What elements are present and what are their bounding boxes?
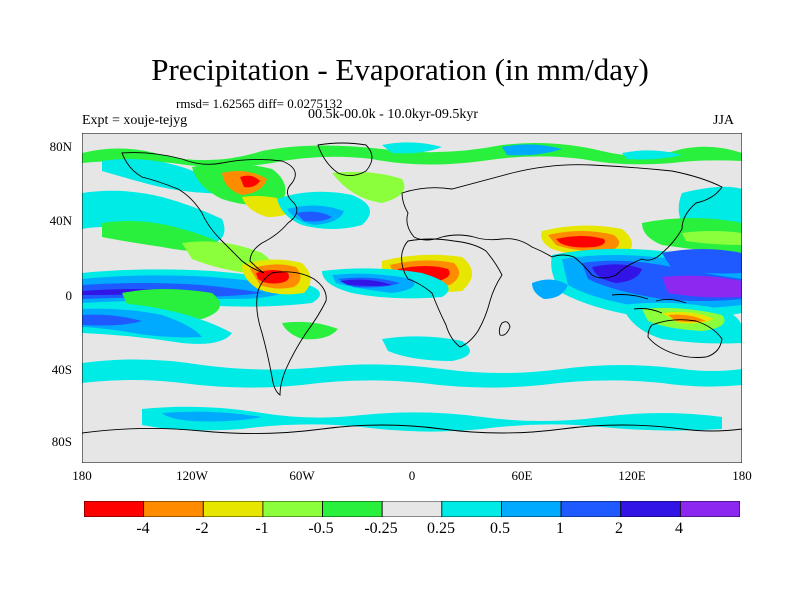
- arctic-band: [82, 142, 742, 167]
- south-pacific-convergence: [82, 302, 742, 344]
- north-america-coast: [121, 152, 298, 274]
- field-layer: [82, 142, 742, 432]
- colorbar-swatch: [501, 501, 562, 517]
- colorbar-label: -2: [195, 520, 209, 537]
- x-tick-0: 0: [408, 468, 416, 483]
- x-tick-180e: 180: [732, 468, 752, 483]
- colorbar-swatch: [679, 501, 740, 517]
- colorbar-swatch: [441, 501, 502, 517]
- chart-title: Precipitation - Evaporation (in mm/day): [151, 52, 649, 87]
- y-tick-40n: 40N: [49, 213, 72, 228]
- colorbar-label: -0.25: [364, 520, 398, 537]
- season-label: JJA: [713, 113, 735, 128]
- colorbar-label: -0.5: [308, 520, 334, 537]
- y-tick-0: 0: [65, 288, 73, 303]
- colorbar-swatch: [262, 501, 323, 517]
- coastline-layer: [82, 142, 742, 435]
- colorbar-label: 4: [675, 520, 683, 537]
- eurasia-coast: [401, 164, 723, 279]
- southern-ocean-bands: [82, 321, 742, 432]
- experiment-label: Expt = xouje-tejyg: [82, 113, 188, 128]
- x-tick-60w: 60W: [289, 468, 315, 483]
- colorbar-swatch: [560, 501, 622, 517]
- colorbar-label: 1: [556, 520, 564, 537]
- colorbar: [84, 501, 740, 517]
- indonesia-coast: [611, 294, 687, 314]
- colorbar-swatch: [381, 501, 443, 517]
- colorbar-swatch: [143, 501, 204, 517]
- x-tick-180w: 180: [72, 468, 92, 483]
- south-america-coast: [256, 271, 327, 396]
- colorbar-label: 2: [615, 520, 623, 537]
- antarctica-coast: [82, 424, 742, 435]
- stats-label: rmsd= 1.62565 diff= 0.0275132: [176, 96, 343, 111]
- colorbar-label: 0.5: [490, 520, 510, 537]
- greenland-coast: [317, 142, 373, 176]
- y-tick-40s: 40S: [51, 362, 72, 377]
- colorbar-swatch: [620, 501, 681, 517]
- x-tick-120e: 120E: [618, 468, 646, 483]
- period-label: 00.5k-00.0k - 10.0kyr-09.5kyr: [308, 107, 479, 122]
- colorbar-label: -1: [255, 520, 269, 537]
- colorbar-swatch: [322, 501, 383, 517]
- precip-evap-map: [82, 133, 742, 463]
- north-pacific-atlantic-bands: [82, 186, 742, 275]
- colorbar-label: 0.25: [427, 520, 455, 537]
- colorbar-swatch: [202, 501, 264, 517]
- australia-coast: [647, 319, 723, 358]
- colorbar-label: -4: [136, 520, 150, 537]
- y-tick-80s: 80S: [51, 434, 72, 449]
- x-tick-120w: 120W: [176, 468, 208, 483]
- north-america-pattern: [102, 159, 405, 229]
- x-tick-60e: 60E: [511, 468, 533, 483]
- y-tick-80n: 80N: [49, 139, 72, 154]
- madagascar-coast: [498, 321, 511, 336]
- africa-coast: [401, 238, 503, 348]
- colorbar-swatch: [84, 501, 145, 517]
